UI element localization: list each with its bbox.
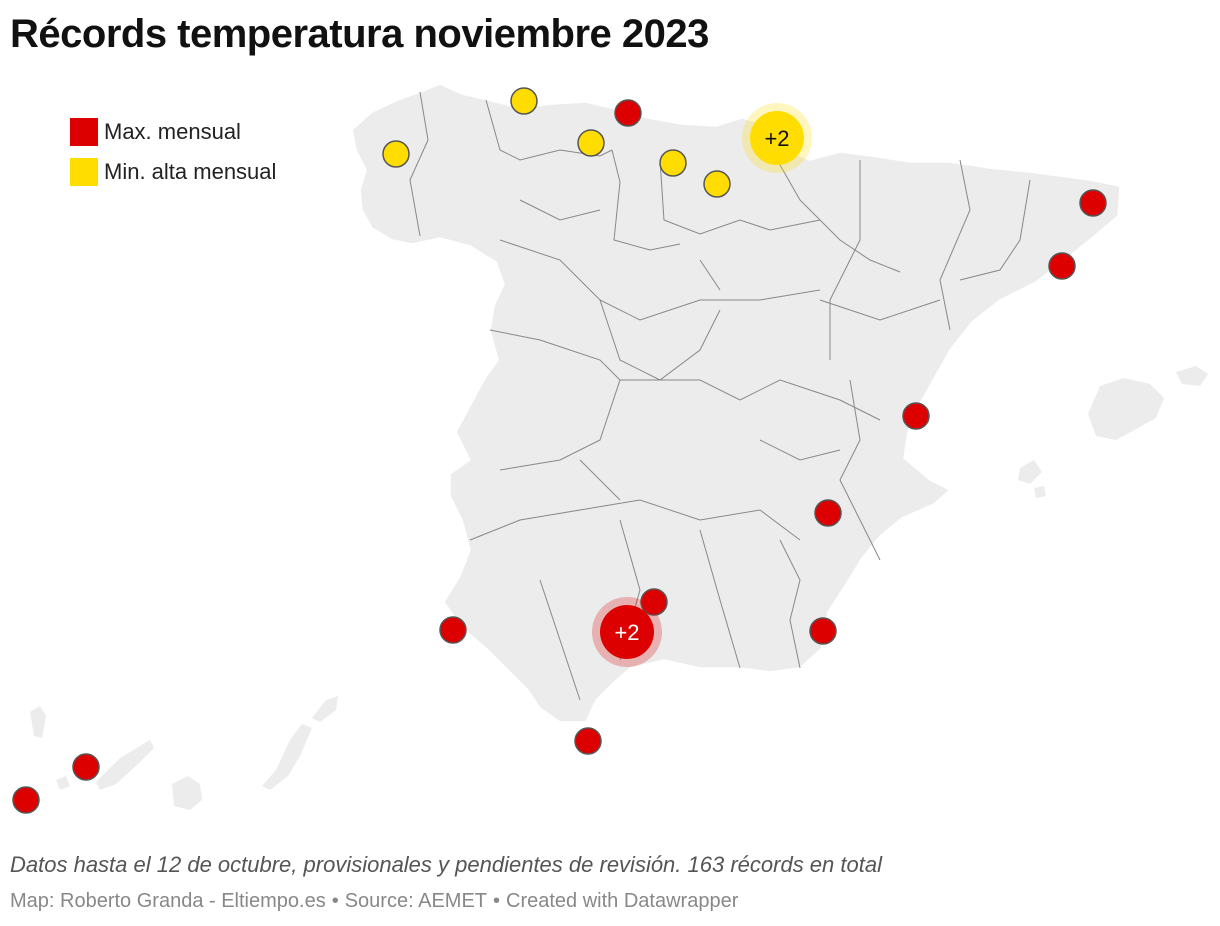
border-basque	[659, 159, 821, 235]
map-title: Récords temperatura noviembre 2023	[10, 12, 709, 56]
credits: Map: Roberto Granda - Eltiempo.es • Source…	[10, 890, 738, 913]
marker-circle	[703, 170, 731, 198]
land-layer	[14, 83, 1208, 810]
marker-circle	[574, 727, 602, 755]
legend: Max. mensual Min. alta mensual	[70, 118, 276, 198]
border-cantabria	[611, 149, 681, 251]
legend-label-min: Min. alta mensual	[104, 159, 277, 184]
peninsula-shape	[351, 83, 1121, 723]
marker-circle	[439, 616, 467, 644]
record-marker-min[interactable]	[703, 170, 731, 198]
marker-circle	[72, 753, 100, 781]
marker-circle	[902, 402, 930, 430]
legend-swatch-min	[70, 158, 98, 186]
credit-separator: •	[493, 890, 501, 912]
tenerife-shape	[96, 740, 154, 790]
marker-circle	[12, 786, 40, 814]
mallorca-shape	[1088, 378, 1164, 440]
border-valencia	[839, 379, 881, 561]
record-marker-max[interactable]	[1048, 252, 1076, 280]
credit-tool: Created with Datawrapper	[506, 890, 739, 912]
cluster-count-label: +2	[764, 126, 789, 151]
la-palma-shape	[30, 706, 46, 738]
cluster-circle	[600, 605, 654, 659]
credit-map: Map: Roberto Granda - Eltiempo.es	[10, 890, 326, 912]
province-borders	[409, 91, 1031, 701]
markers-layer: +2 +2	[12, 87, 1107, 814]
ibiza-shape	[1018, 460, 1042, 484]
record-marker-max[interactable]	[72, 753, 100, 781]
record-marker-max[interactable]	[1079, 189, 1107, 217]
record-marker-max[interactable]	[439, 616, 467, 644]
cluster-count-label: +2	[614, 620, 639, 645]
record-marker-min[interactable]	[577, 129, 605, 157]
record-marker-max[interactable]	[809, 617, 837, 645]
record-marker-max[interactable]	[902, 402, 930, 430]
border-andalucia-provinces	[539, 459, 741, 701]
marker-circle	[814, 499, 842, 527]
lanzarote-shape	[312, 696, 338, 722]
record-marker-min[interactable]	[510, 87, 538, 115]
marker-circle	[510, 87, 538, 115]
legend-label-max: Max. mensual	[104, 119, 241, 144]
formentera-shape	[1034, 486, 1046, 498]
cluster-circle	[750, 111, 804, 165]
record-marker-max[interactable]: +2	[592, 597, 662, 667]
marker-circle	[382, 140, 410, 168]
marker-circle	[614, 99, 642, 127]
marker-circle	[1079, 189, 1107, 217]
legend-swatch-max	[70, 118, 98, 146]
border-teruel	[759, 439, 841, 461]
border-aragon-east	[939, 159, 971, 331]
legend-item-min: Min. alta mensual	[70, 158, 276, 186]
record-marker-min[interactable]	[382, 140, 410, 168]
credit-source: Source: AEMET	[344, 890, 487, 912]
border-galicia	[409, 91, 429, 237]
record-marker-max[interactable]	[574, 727, 602, 755]
fuerteventura-shape	[262, 724, 312, 790]
border-navarra	[759, 129, 901, 273]
border-aragon-west	[829, 160, 861, 360]
record-marker-min[interactable]: +2	[742, 103, 812, 173]
la-gomera-shape	[56, 776, 70, 790]
border-andalucia-north	[469, 499, 801, 541]
record-marker-max[interactable]	[814, 499, 842, 527]
border-catalonia	[959, 179, 1031, 281]
marker-circle	[659, 149, 687, 177]
border-castilla-leon	[499, 239, 821, 321]
spain-map: +2 +2	[12, 83, 1208, 814]
record-marker-min[interactable]	[659, 149, 687, 177]
border-castilla-lamancha	[620, 379, 881, 421]
legend-item-max: Max. mensual	[70, 118, 276, 146]
border-asturias-south	[485, 99, 613, 161]
record-marker-max[interactable]	[640, 588, 668, 616]
marker-circle	[577, 129, 605, 157]
menorca-shape	[1176, 366, 1208, 386]
record-marker-max[interactable]	[614, 99, 642, 127]
record-marker-max[interactable]	[12, 786, 40, 814]
gran-canaria-shape	[172, 776, 202, 810]
credit-separator: •	[331, 890, 339, 912]
marker-circle	[1048, 252, 1076, 280]
marker-circle	[809, 617, 837, 645]
border-murcia	[779, 539, 801, 669]
border-inner-north	[519, 199, 941, 321]
marker-circle	[640, 588, 668, 616]
footnote: Datos hasta el 12 de octubre, provisiona…	[10, 852, 882, 877]
